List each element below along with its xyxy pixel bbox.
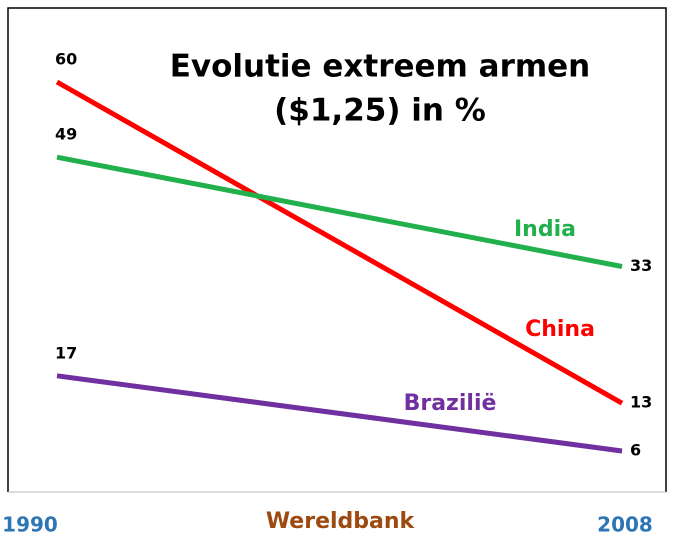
series-line <box>55 79 624 406</box>
chart-subtitle: ($1,25) in % <box>274 93 486 129</box>
series-name: India <box>514 217 576 242</box>
data-label: 33 <box>630 256 652 275</box>
data-label: 60 <box>55 50 77 69</box>
source: Wereldbank <box>266 509 416 534</box>
x-tick-label: 1990 <box>2 513 58 537</box>
data-label: 6 <box>630 441 641 460</box>
frame <box>7 7 667 492</box>
data-label: 49 <box>55 125 77 144</box>
series-name: Brazilië <box>404 391 497 416</box>
series-line <box>56 154 623 269</box>
x-tick-label: 2008 <box>597 513 653 537</box>
data-label: 13 <box>630 393 652 412</box>
data-label: 17 <box>55 343 77 362</box>
chart-title: Evolutie extreem armen <box>170 49 591 85</box>
series-name: China <box>525 317 595 342</box>
series-line <box>56 373 623 454</box>
